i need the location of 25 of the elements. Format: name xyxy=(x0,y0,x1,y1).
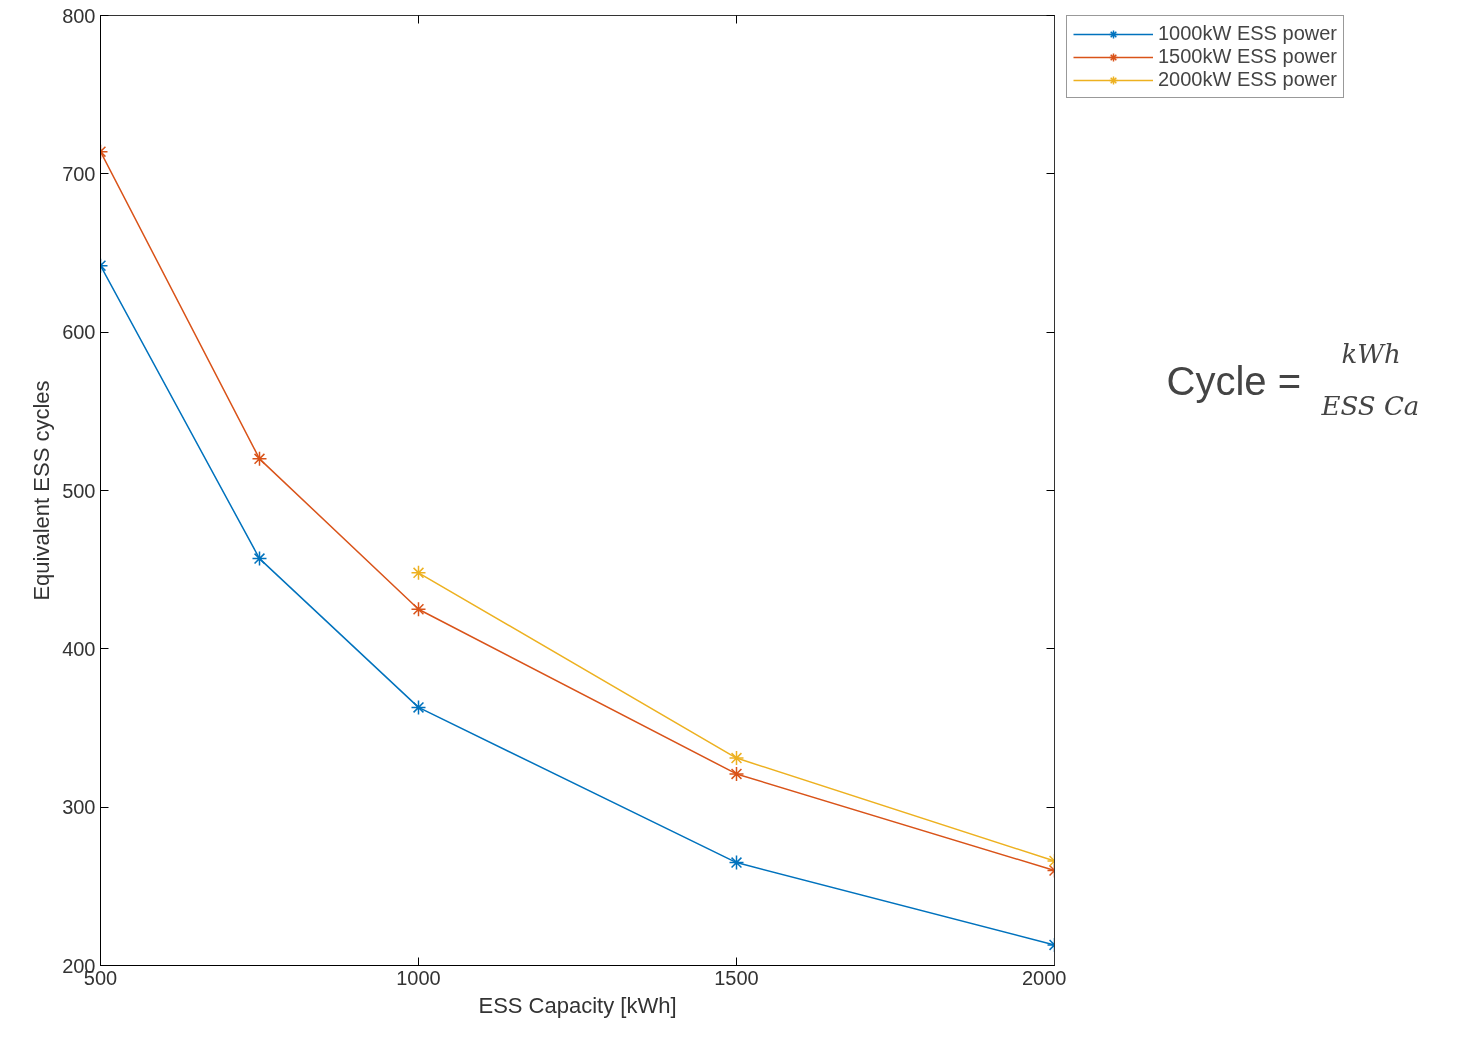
point xyxy=(410,699,427,716)
point xyxy=(728,854,745,871)
x-axis-title: ESS Capacity [kWh] xyxy=(478,992,677,1018)
text: Cycle = xyxy=(1166,358,1301,403)
legend-label: 1500kW ESS power xyxy=(1158,45,1337,68)
y-tick-label: 500 xyxy=(62,479,96,502)
y-tick-label: 400 xyxy=(62,637,96,660)
text: kWh xyxy=(1341,338,1401,369)
point xyxy=(251,550,268,567)
point xyxy=(728,766,745,782)
point xyxy=(410,601,427,617)
point xyxy=(251,451,268,467)
y-tick-label: 300 xyxy=(62,796,96,819)
y-tick-label: 700 xyxy=(62,162,96,185)
x-tick-label: 1000 xyxy=(396,966,441,989)
x-tick-label: 1500 xyxy=(714,966,759,989)
point xyxy=(728,750,745,766)
y-axis-title: Equivalent ESS cycles xyxy=(29,380,55,601)
text: ESS Ca xyxy=(1320,390,1420,421)
legend-label: 2000kW ESS power xyxy=(1158,68,1337,91)
x-tick-label: 2000 xyxy=(1022,966,1067,989)
point xyxy=(410,565,427,581)
y-tick-label: 600 xyxy=(62,321,96,344)
y-tick-label: 800 xyxy=(62,4,96,27)
legend-label: 1000kW ESS power xyxy=(1158,22,1337,45)
